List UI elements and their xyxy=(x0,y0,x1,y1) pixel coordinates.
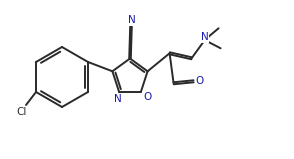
Text: N: N xyxy=(201,32,208,42)
Text: N: N xyxy=(128,15,135,25)
Text: O: O xyxy=(143,92,151,102)
Text: Cl: Cl xyxy=(17,107,27,117)
Text: N: N xyxy=(114,94,122,104)
Text: O: O xyxy=(196,76,204,86)
